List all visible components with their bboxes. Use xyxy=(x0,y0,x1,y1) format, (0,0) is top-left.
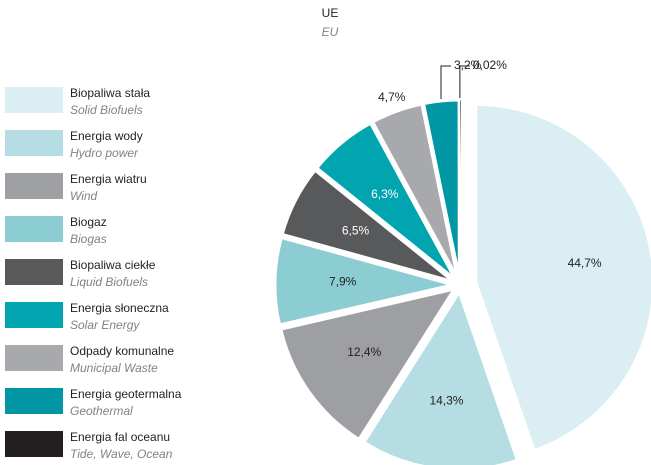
legend-label-en: Solid Biofuels xyxy=(70,103,143,117)
pie-slice xyxy=(314,121,457,281)
pie-slice xyxy=(474,102,651,453)
legend-swatch xyxy=(5,216,63,242)
legend-swatch xyxy=(5,173,63,199)
legend-label: Biopaliwa ciekłe xyxy=(70,258,156,272)
data-label: 0,02% xyxy=(473,58,507,72)
data-label: 3,2% xyxy=(454,58,482,72)
legend-label: Biopaliwa stała xyxy=(70,86,150,100)
legend-swatch xyxy=(5,302,63,328)
legend-swatch xyxy=(5,388,63,414)
pie-slice xyxy=(459,99,462,279)
leader-line xyxy=(440,65,452,99)
legend-label-en: Municipal Waste xyxy=(70,361,158,375)
legend-label-en: Wind xyxy=(70,189,98,203)
pie-slice xyxy=(370,102,460,280)
data-label: 4,7% xyxy=(378,90,406,104)
data-label: 12,4% xyxy=(347,345,381,359)
legend-swatch xyxy=(5,130,63,156)
legend-label-en: Hydro power xyxy=(70,146,139,160)
legend-label: Energia wiatru xyxy=(70,172,147,186)
pie-slice xyxy=(273,235,454,327)
data-label: 7,9% xyxy=(329,275,357,289)
pie-slice xyxy=(361,288,520,465)
leader-line xyxy=(459,65,470,99)
pie-slice xyxy=(421,98,461,279)
legend-label: Odpady komunalne xyxy=(70,344,174,358)
data-label: 44,7% xyxy=(568,256,602,270)
chart-subtitle: EU xyxy=(322,25,339,39)
legend-swatch xyxy=(5,259,63,285)
legend-swatch xyxy=(5,87,63,113)
legend-label-en: Biogas xyxy=(70,232,107,246)
chart-title: UE xyxy=(322,6,339,20)
pie-slice xyxy=(280,168,455,284)
legend-label-en: Tide, Wave, Ocean xyxy=(70,447,173,461)
data-label: 6,3% xyxy=(371,187,399,201)
legend-label: Energia geotermalna xyxy=(70,387,182,401)
data-label: 6,5% xyxy=(342,224,370,238)
legend-label: Energia wody xyxy=(70,129,143,143)
legend-label: Biogaz xyxy=(70,215,107,229)
legend-swatch xyxy=(5,345,63,371)
legend-swatch xyxy=(5,431,63,457)
legend-label: Energia fal oceanu xyxy=(70,430,170,444)
legend-label-en: Geothermal xyxy=(70,404,133,418)
pie-slice xyxy=(279,286,458,442)
legend-label: Energia słoneczna xyxy=(70,301,169,315)
legend-label-en: Liquid Biofuels xyxy=(70,275,148,289)
data-label: 14,3% xyxy=(429,394,463,408)
legend-label-en: Solar Energy xyxy=(70,318,140,332)
